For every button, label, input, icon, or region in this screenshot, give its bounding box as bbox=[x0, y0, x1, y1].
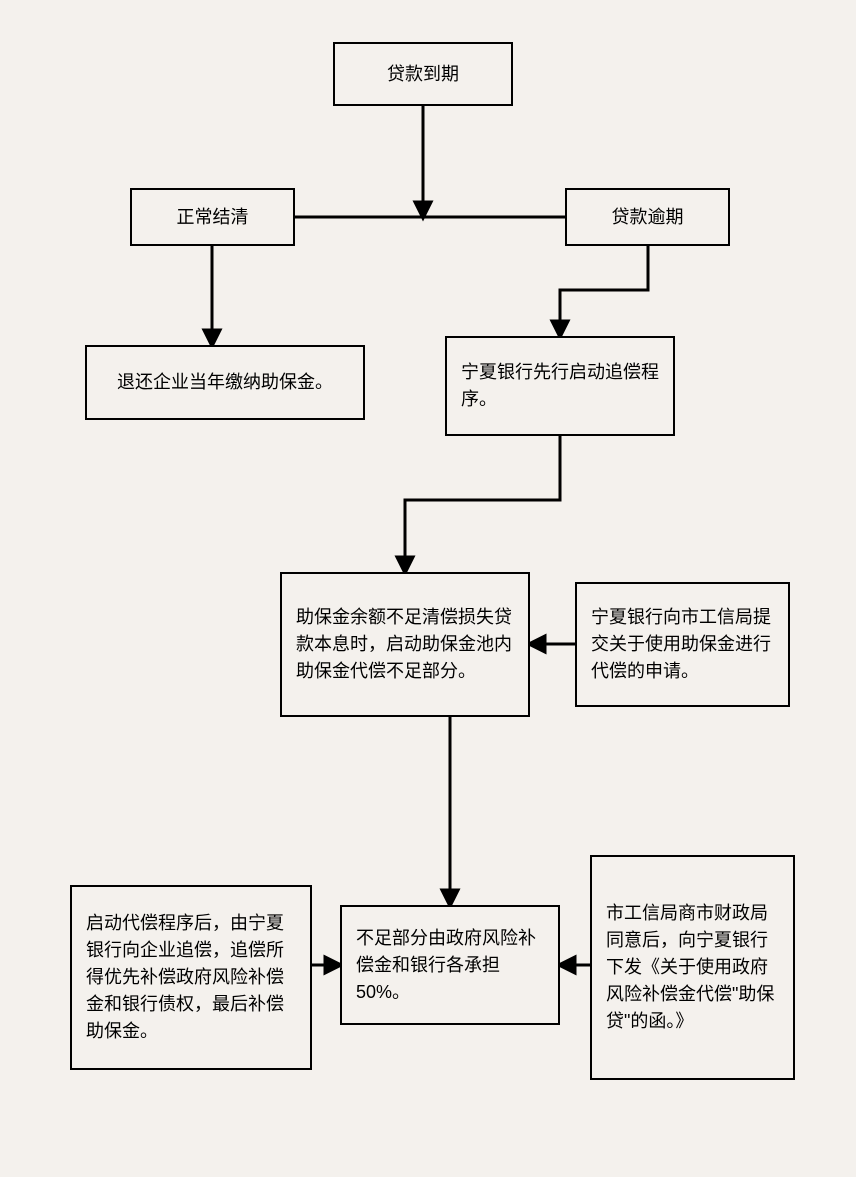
node-loan-due: 贷款到期 bbox=[333, 42, 513, 106]
node-normal-settle: 正常结清 bbox=[130, 188, 295, 246]
node-gov-letter: 市工信局商市财政局同意后，向宁夏银行下发《关于使用政府风险补偿金代偿"助保贷"的… bbox=[590, 855, 795, 1080]
node-label: 宁夏银行先行启动追偿程序。 bbox=[461, 359, 659, 413]
node-label: 助保金余额不足清偿损失贷款本息时，启动助保金池内助保金代偿不足部分。 bbox=[296, 604, 514, 685]
node-label: 宁夏银行向市工信局提交关于使用助保金进行代偿的申请。 bbox=[591, 604, 774, 685]
node-share-50: 不足部分由政府风险补偿金和银行各承担50%。 bbox=[340, 905, 560, 1025]
node-label: 退还企业当年缴纳助保金。 bbox=[117, 369, 333, 396]
flowchart-canvas: 贷款到期 正常结清 贷款逾期 退还企业当年缴纳助保金。 宁夏银行先行启动追偿程序… bbox=[0, 0, 856, 1177]
node-loan-overdue: 贷款逾期 bbox=[565, 188, 730, 246]
node-label: 市工信局商市财政局同意后，向宁夏银行下发《关于使用政府风险补偿金代偿"助保贷"的… bbox=[606, 900, 779, 1035]
node-bank-recovery: 宁夏银行先行启动追偿程序。 bbox=[445, 336, 675, 436]
node-bank-application: 宁夏银行向市工信局提交关于使用助保金进行代偿的申请。 bbox=[575, 582, 790, 707]
node-refund: 退还企业当年缴纳助保金。 bbox=[85, 345, 365, 420]
node-label: 启动代偿程序后，由宁夏银行向企业追偿，追偿所得优先补偿政府风险补偿金和银行债权，… bbox=[86, 910, 296, 1045]
node-insufficient-balance: 助保金余额不足清偿损失贷款本息时，启动助保金池内助保金代偿不足部分。 bbox=[280, 572, 530, 717]
node-label: 贷款逾期 bbox=[612, 204, 684, 231]
node-label: 正常结清 bbox=[177, 204, 249, 231]
node-label: 贷款到期 bbox=[387, 61, 459, 88]
node-compensation-priority: 启动代偿程序后，由宁夏银行向企业追偿，追偿所得优先补偿政府风险补偿金和银行债权，… bbox=[70, 885, 312, 1070]
node-label: 不足部分由政府风险补偿金和银行各承担50%。 bbox=[356, 925, 544, 1006]
